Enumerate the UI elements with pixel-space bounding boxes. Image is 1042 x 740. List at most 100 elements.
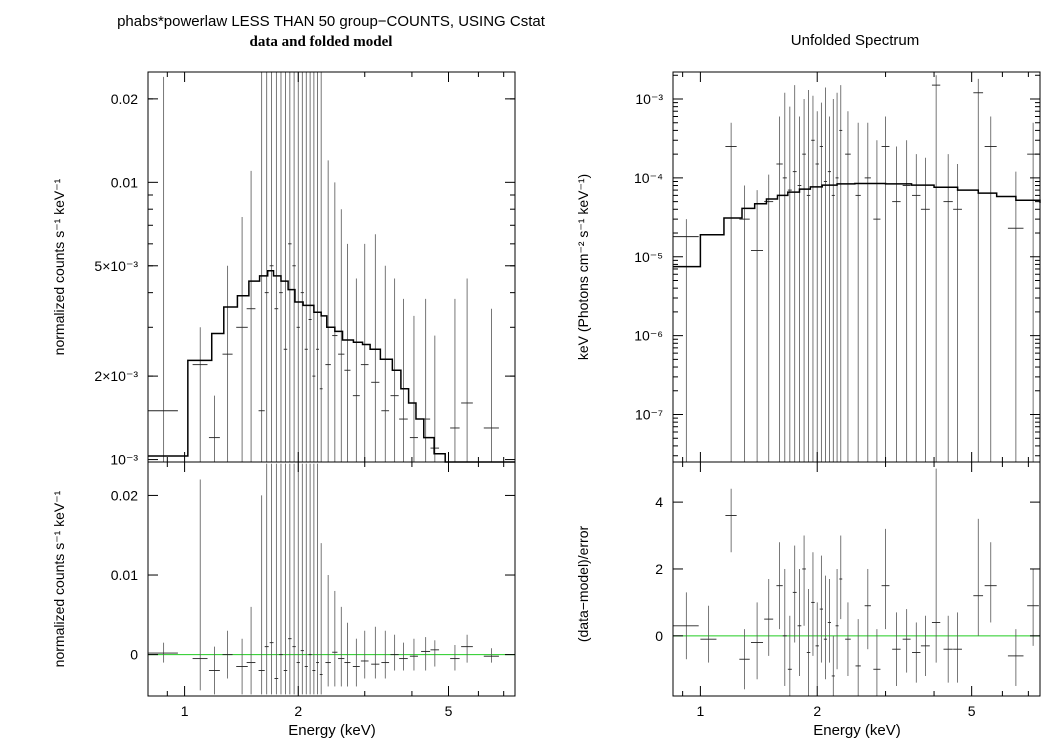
- data-point: [483, 648, 499, 663]
- data-point: [283, 463, 288, 695]
- data-point: [148, 642, 178, 663]
- data-point: [344, 243, 351, 462]
- data-point: [819, 555, 824, 663]
- data-point: [312, 463, 316, 695]
- y-tick-label: 10⁻⁷: [635, 407, 663, 423]
- y-tick-label: 0.02: [111, 487, 138, 503]
- x-tick-label: 1: [181, 703, 189, 719]
- data-point: [371, 234, 380, 462]
- data-point: [782, 568, 787, 686]
- data-point: [246, 170, 256, 462]
- x-tick-label: 5: [968, 703, 976, 719]
- data-point: [296, 72, 300, 462]
- data-point: [399, 298, 408, 462]
- data-point: [873, 629, 881, 696]
- model-curve: [673, 182, 1041, 268]
- data-point: [725, 488, 737, 553]
- data-point: [750, 602, 764, 680]
- data-point: [839, 85, 843, 462]
- panel-frame: [672, 461, 1041, 697]
- data-point: [421, 637, 431, 671]
- data-point: [815, 111, 819, 462]
- data-point: [776, 116, 783, 462]
- data-point: [274, 463, 279, 695]
- y-tick-label: 0.01: [111, 174, 138, 190]
- data-point: [390, 634, 399, 671]
- data-point: [1027, 122, 1039, 462]
- data-point: [300, 463, 304, 695]
- data-point: [750, 190, 764, 462]
- y-tick-label: 10⁻³: [110, 452, 138, 468]
- data-point: [931, 468, 941, 663]
- data-point: [258, 495, 265, 695]
- data-point: [855, 122, 861, 462]
- data-point: [274, 72, 279, 462]
- data-point: [902, 609, 911, 673]
- data-point: [292, 463, 296, 695]
- data-point: [192, 479, 208, 691]
- data-point: [827, 579, 831, 663]
- data-point: [279, 463, 283, 695]
- data-point: [352, 638, 360, 687]
- title-right: Unfolded Spectrum: [791, 32, 919, 49]
- data-point: [984, 542, 997, 623]
- y-tick-label: 10⁻⁶: [634, 328, 663, 344]
- plot-panels: 10⁻³ 2×10⁻³ 5×10⁻³ 0.01 0.02 0 0.01 0.02 1 2 5 10⁻⁷…: [94, 71, 1041, 719]
- data-point: [912, 622, 921, 683]
- data-point: [222, 630, 233, 679]
- x-tick-label: 1: [696, 703, 704, 719]
- data-point: [264, 72, 269, 462]
- data-point: [797, 116, 802, 462]
- data-point: [371, 626, 380, 679]
- data-point: [792, 85, 797, 462]
- data-point: [831, 99, 835, 462]
- data-point: [819, 102, 824, 462]
- data-point: [316, 72, 320, 462]
- data-point: [409, 638, 418, 671]
- data-point: [764, 579, 774, 656]
- data-point: [806, 90, 811, 462]
- data-point: [881, 116, 890, 462]
- data-point: [835, 568, 839, 670]
- data-point: [931, 75, 941, 462]
- data-point: [797, 568, 802, 676]
- data-point: [802, 535, 806, 626]
- panel-frame: [672, 71, 1041, 463]
- y-tick-label: 5×10⁻³: [94, 258, 138, 274]
- data-point: [953, 612, 962, 683]
- data-point: [864, 568, 871, 650]
- data-point: [831, 635, 835, 696]
- data-point: [269, 72, 274, 462]
- data-points: [673, 75, 1039, 462]
- data-point: [399, 642, 408, 671]
- data-point: [236, 638, 248, 695]
- ylabel-left-top: normalized counts s⁻¹ keV⁻¹: [51, 178, 67, 355]
- data-point: [984, 116, 997, 462]
- data-point: [360, 243, 369, 462]
- model-curve: [148, 269, 515, 463]
- x-tick-label: 5: [445, 703, 453, 719]
- data-point: [269, 463, 274, 695]
- data-point: [450, 298, 460, 462]
- ylabel-right-bottom: (data−model)/error: [575, 525, 591, 642]
- data-point: [873, 140, 881, 462]
- x-tick-label: 2: [813, 703, 821, 719]
- panel-frame: [147, 461, 516, 697]
- y-tick-label: 0: [130, 647, 138, 663]
- data-point: [864, 122, 871, 462]
- y-tick-label: 10⁻⁵: [634, 249, 663, 265]
- y-tick-label: 0: [655, 628, 663, 644]
- xlabel-left: Energy (keV): [288, 722, 376, 739]
- data-point: [912, 154, 921, 462]
- x-tick-label: 2: [294, 703, 302, 719]
- y-tick-label: 0.02: [111, 91, 138, 107]
- data-point: [902, 140, 911, 462]
- xlabel-right: Energy (keV): [813, 722, 901, 739]
- data-point: [208, 646, 220, 695]
- panel-frame: [147, 71, 516, 463]
- y-tick-label: 10⁻³: [635, 91, 663, 107]
- y-tick-label: 10⁻⁴: [634, 170, 663, 186]
- data-point: [192, 327, 208, 462]
- data-point: [823, 87, 828, 462]
